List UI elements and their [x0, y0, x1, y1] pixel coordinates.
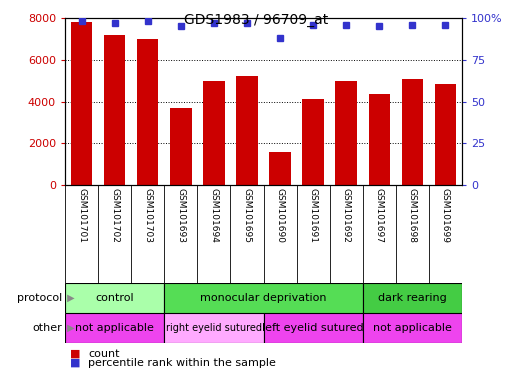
Bar — [402, 79, 423, 185]
Bar — [164, 283, 363, 313]
Text: GSM101691: GSM101691 — [309, 188, 318, 243]
Text: monocular deprivation: monocular deprivation — [200, 293, 327, 303]
Text: GSM101702: GSM101702 — [110, 188, 119, 243]
Text: GSM101698: GSM101698 — [408, 188, 417, 243]
Bar — [264, 313, 363, 343]
Text: count: count — [88, 349, 120, 359]
Text: GDS1983 / 96709_at: GDS1983 / 96709_at — [184, 13, 329, 27]
Text: GSM101694: GSM101694 — [209, 188, 219, 243]
Bar — [137, 39, 159, 185]
Bar — [302, 99, 324, 185]
Text: not applicable: not applicable — [373, 323, 452, 333]
Text: right eyelid sutured: right eyelid sutured — [166, 323, 262, 333]
Text: not applicable: not applicable — [75, 323, 154, 333]
Text: ▶: ▶ — [65, 323, 75, 333]
Text: ▶: ▶ — [65, 293, 75, 303]
Bar — [269, 152, 291, 185]
Text: ■: ■ — [70, 349, 81, 359]
Bar — [170, 108, 191, 185]
Text: GSM101692: GSM101692 — [342, 188, 351, 243]
Text: control: control — [95, 293, 134, 303]
Text: GSM101701: GSM101701 — [77, 188, 86, 243]
Bar — [65, 313, 164, 343]
Text: GSM101703: GSM101703 — [143, 188, 152, 243]
Bar — [236, 76, 258, 185]
Bar — [203, 81, 225, 185]
Bar — [336, 81, 357, 185]
Text: GSM101690: GSM101690 — [275, 188, 285, 243]
Text: percentile rank within the sample: percentile rank within the sample — [88, 358, 276, 368]
Text: GSM101693: GSM101693 — [176, 188, 185, 243]
Text: other: other — [33, 323, 63, 333]
Text: left eyelid sutured: left eyelid sutured — [262, 323, 364, 333]
Text: GSM101695: GSM101695 — [243, 188, 251, 243]
Bar — [435, 84, 456, 185]
Text: dark rearing: dark rearing — [378, 293, 447, 303]
Bar — [164, 313, 264, 343]
Bar — [363, 313, 462, 343]
Text: ■: ■ — [70, 358, 81, 368]
Bar — [71, 22, 92, 185]
Text: protocol: protocol — [17, 293, 63, 303]
Bar — [104, 35, 125, 185]
Text: GSM101697: GSM101697 — [375, 188, 384, 243]
Bar — [65, 283, 164, 313]
Bar — [363, 283, 462, 313]
Text: GSM101699: GSM101699 — [441, 188, 450, 243]
Bar — [368, 94, 390, 185]
